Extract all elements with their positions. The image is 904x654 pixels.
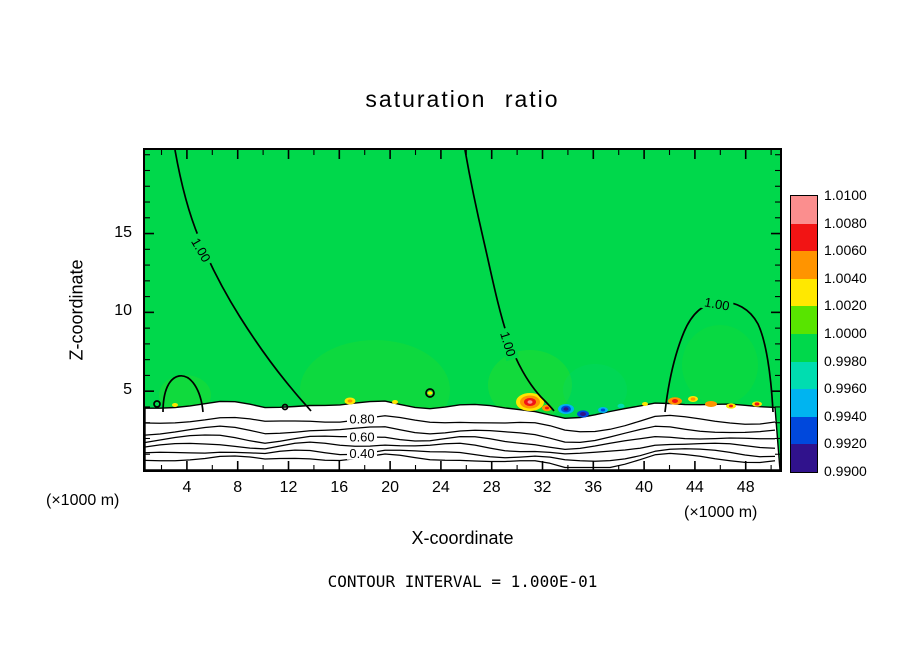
subsaturated-surface-region [145,400,780,470]
plot-canvas: 1.00 1.00 1.00 0.80 0.60 0.40 [145,150,780,470]
anomaly-spot [672,399,678,403]
contour-line-1.00-small-loop [162,375,204,413]
x-tick-label: 36 [584,479,603,496]
contour-label-mask [347,430,377,443]
anomaly-spot [642,402,648,406]
contour-label-text: 1.00 [497,330,519,359]
x-tick-label: 48 [736,479,755,496]
contour-label-text: 0.80 [349,412,374,427]
anomaly-spot [705,401,717,407]
anomaly-spot [172,403,178,407]
contour-label-text: 0.40 [349,446,374,461]
colorbar-tick-label: 1.0080 [824,214,867,231]
contour-label-mask [187,232,215,268]
colorbar-cell [791,333,817,362]
contour-label-mask [347,413,377,425]
x-tick-label: 16 [330,479,349,496]
contour-interval-label: CONTOUR INTERVAL = 1.000E-01 [327,572,598,591]
colorbar-cell [791,361,817,390]
contour-line-1.00-left [174,150,312,412]
chart-title: saturation ratio [365,86,560,112]
colorbar-cell [791,416,817,445]
colorbar-cell [791,444,817,472]
colorbar-tick-label: 0.9980 [824,352,867,369]
contour-ring-small-middle [425,388,435,398]
colorbar-tick-label: 1.0000 [824,325,867,341]
anomaly-spot [754,402,760,406]
colorbar-cell [791,306,817,334]
x-tick-label: 20 [381,479,400,496]
contour-label-mask [700,294,734,314]
surface-contour-lines [145,414,776,469]
anomaly-spot [690,397,696,401]
z-tick-label: 10 [114,302,132,320]
x-tick-label: 8 [233,479,243,496]
colorbar-tick-label: 0.9960 [824,380,867,397]
contour-label-text: 0.60 [349,429,374,444]
colorbar-tick-label: 0.9900 [824,463,867,479]
x-tick-label: 44 [686,479,704,496]
x-tick-label: 28 [482,479,501,496]
x-tick-label: 40 [635,479,654,496]
x-tick-label: 4 [182,479,192,496]
x-tick-label: 12 [279,479,298,496]
anomaly-spot [617,403,625,409]
x-axis-units-label: (×1000 m) [684,504,758,521]
anomaly-spot [347,399,353,403]
axis-ticks [145,150,780,470]
colorbar-cell [791,278,817,307]
anomaly-spot [545,406,549,410]
colorbar-tick-label: 1.0040 [824,269,867,286]
contour-label-text: 1.00 [703,294,731,313]
colorbar-cell [791,251,817,279]
colorbar-cell [791,196,817,224]
x-axis-title: X-coordinate [411,528,514,548]
colorbar [790,195,818,473]
anomaly-spot [527,400,533,404]
contour-label-1.00-middle: 1.00 [497,326,519,362]
anomaly-spot [729,404,733,408]
y-axis-title: Z-coordinate [66,259,87,361]
x-tick-label: 32 [533,479,552,496]
plot-area: 1.00 1.00 1.00 0.80 0.60 0.40 [143,148,782,472]
contour-label-1.00-right: 1.00 [700,294,734,314]
contour-label-0.80: 0.80 [347,412,377,427]
colorbar-tick-label: 0.9920 [824,435,867,452]
contour-ring-small-left [153,400,161,408]
colorbar-tick-label: 1.0060 [824,242,867,259]
contour-ring-small-mid-left [281,403,289,411]
z-tick-label: 5 [123,381,132,399]
colorbar-tick-label: 1.0100 [824,187,867,203]
contour-label-mask [347,447,377,460]
colorbar-cell [791,389,817,417]
anomaly-spot [563,407,569,411]
x-tick-label: 24 [432,479,450,496]
contour-label-mask [497,326,519,362]
colorbar-tick-label: 1.0020 [824,297,867,314]
anomaly-spots [172,391,762,418]
anomaly-spot [580,412,586,416]
contour-label-0.40: 0.40 [347,446,377,461]
anomaly-spot [392,400,398,404]
anomaly-spot [427,391,433,395]
colorbar-tick-label: 0.9940 [824,407,867,424]
y-axis-units-label: (×1000 m) [46,492,120,509]
contour-label-0.60: 0.60 [347,429,377,444]
colorbar-cell [791,223,817,252]
anomaly-spot [600,408,606,412]
z-tick-label: 15 [114,223,132,241]
